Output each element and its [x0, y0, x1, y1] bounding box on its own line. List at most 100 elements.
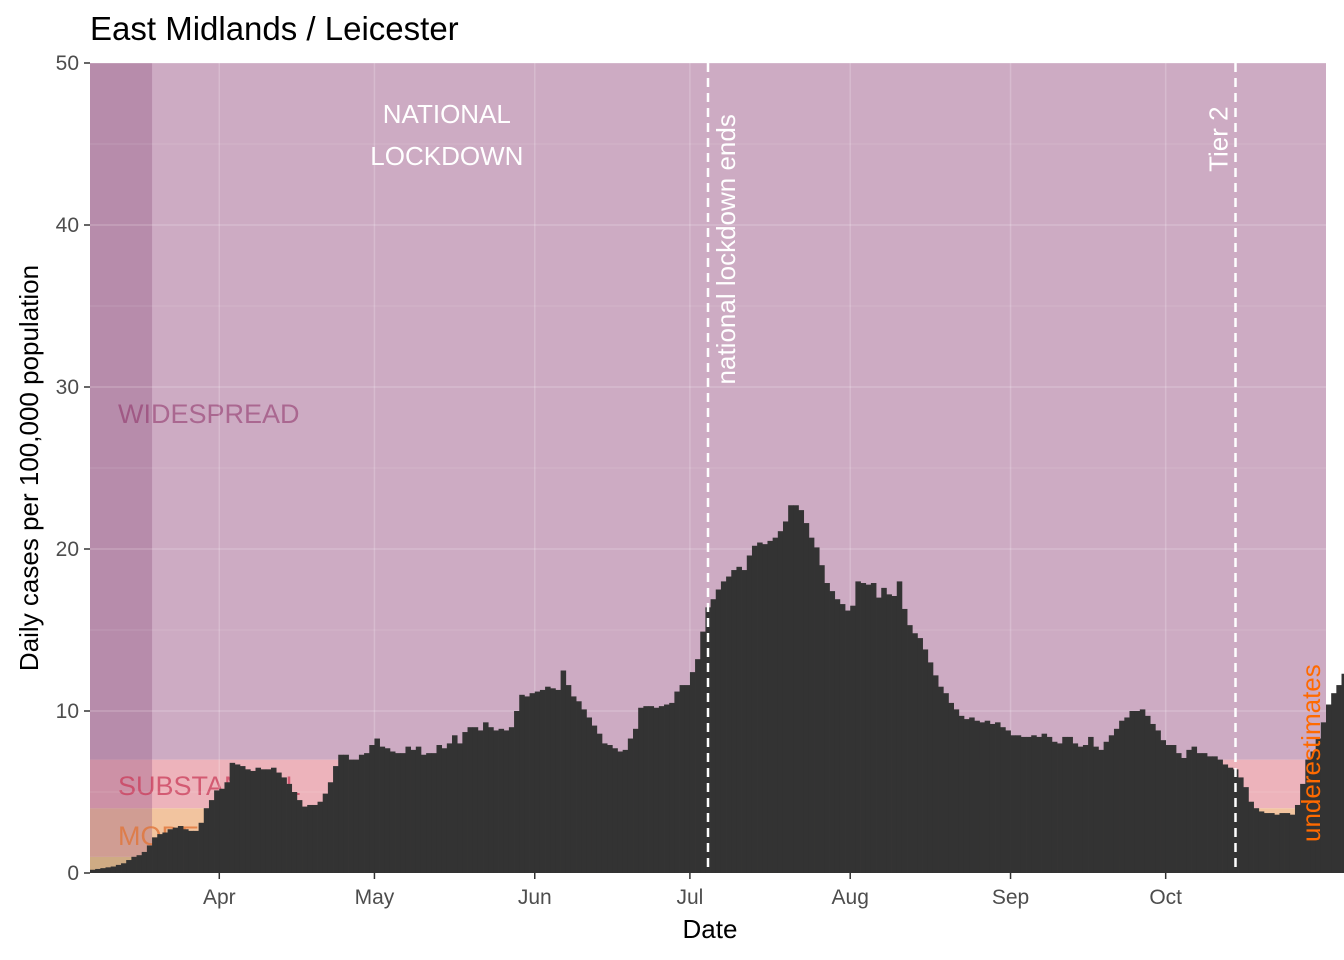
bar — [452, 735, 458, 873]
bar — [364, 753, 370, 873]
bar — [1191, 746, 1198, 873]
bar — [607, 745, 613, 873]
bar — [457, 743, 463, 873]
bar — [814, 547, 820, 873]
bar — [193, 830, 199, 873]
x-tick-label: Sep — [992, 886, 1029, 909]
bar — [633, 728, 639, 873]
bar — [353, 759, 360, 873]
bar — [146, 845, 153, 873]
bar — [896, 581, 903, 873]
bar — [912, 633, 918, 873]
bar — [1067, 736, 1073, 873]
bar — [90, 869, 96, 873]
bar — [1108, 735, 1115, 873]
x-axis: Apr May Jun Jul Aug Sep Oct — [203, 873, 1182, 909]
bar — [1294, 804, 1301, 873]
bar — [622, 749, 629, 873]
bar — [798, 510, 805, 873]
bar — [1000, 727, 1006, 873]
bar — [643, 706, 649, 873]
y-axis: 0 10 20 30 40 50 — [56, 52, 90, 885]
bar — [974, 720, 980, 873]
bar — [224, 782, 230, 873]
bar — [560, 670, 567, 873]
bar — [576, 701, 582, 873]
bar — [410, 749, 417, 873]
bar — [508, 727, 515, 873]
bar — [1274, 814, 1280, 873]
bar — [653, 707, 660, 873]
bar — [286, 783, 293, 873]
bar — [529, 693, 536, 873]
bar — [989, 723, 996, 873]
bar — [436, 745, 443, 873]
bar — [953, 709, 960, 873]
bar — [762, 544, 768, 873]
bar — [1139, 709, 1146, 873]
bar — [1315, 738, 1322, 873]
bar — [1212, 756, 1218, 873]
bar — [1082, 745, 1089, 873]
bar — [881, 587, 887, 873]
bar — [845, 610, 851, 873]
bar — [995, 722, 1001, 873]
bar — [865, 584, 872, 873]
bar — [1103, 741, 1110, 873]
bar — [317, 801, 324, 873]
bar — [876, 597, 882, 873]
bar — [1196, 753, 1203, 873]
bar — [1207, 756, 1213, 873]
bar — [369, 745, 375, 873]
bar — [1217, 759, 1223, 873]
bar — [870, 583, 877, 873]
bar — [1072, 743, 1079, 873]
bar — [467, 727, 474, 873]
bar — [664, 704, 670, 873]
underestimates-label: underestimates — [1296, 664, 1326, 842]
bar — [829, 591, 836, 873]
bar — [338, 754, 344, 873]
bar — [943, 693, 949, 873]
bar — [1186, 749, 1192, 873]
bar — [684, 685, 691, 873]
bar — [612, 748, 618, 873]
bar — [296, 800, 303, 873]
bar — [198, 822, 205, 873]
bar — [658, 706, 665, 873]
bar — [250, 770, 256, 873]
bar — [695, 659, 701, 873]
bar — [539, 689, 546, 873]
bar — [984, 720, 991, 873]
bar — [358, 754, 365, 873]
bar — [1129, 711, 1136, 873]
bar — [963, 719, 970, 873]
bar — [260, 769, 267, 873]
chart-title: East Midlands / Leicester — [90, 10, 459, 47]
bar — [767, 540, 773, 873]
bar — [736, 566, 742, 873]
x-tick-label: Aug — [832, 886, 869, 909]
bar — [710, 599, 717, 873]
bar — [803, 523, 810, 873]
bar — [239, 766, 246, 873]
annotation-0: NATIONAL — [383, 99, 511, 129]
bar — [255, 767, 262, 873]
bar — [922, 649, 929, 873]
bar — [1036, 736, 1042, 873]
bar — [276, 772, 282, 873]
bar — [229, 762, 236, 873]
bar — [1026, 736, 1032, 873]
bar — [1041, 733, 1048, 873]
bar — [932, 675, 939, 873]
bar — [307, 804, 313, 873]
bar — [1010, 735, 1017, 873]
bar — [1098, 749, 1104, 873]
bar — [927, 662, 934, 873]
bar — [265, 769, 272, 873]
bar — [958, 715, 965, 873]
bar — [503, 730, 510, 873]
bar — [343, 754, 349, 873]
bar — [1134, 711, 1141, 873]
bar — [689, 672, 696, 873]
